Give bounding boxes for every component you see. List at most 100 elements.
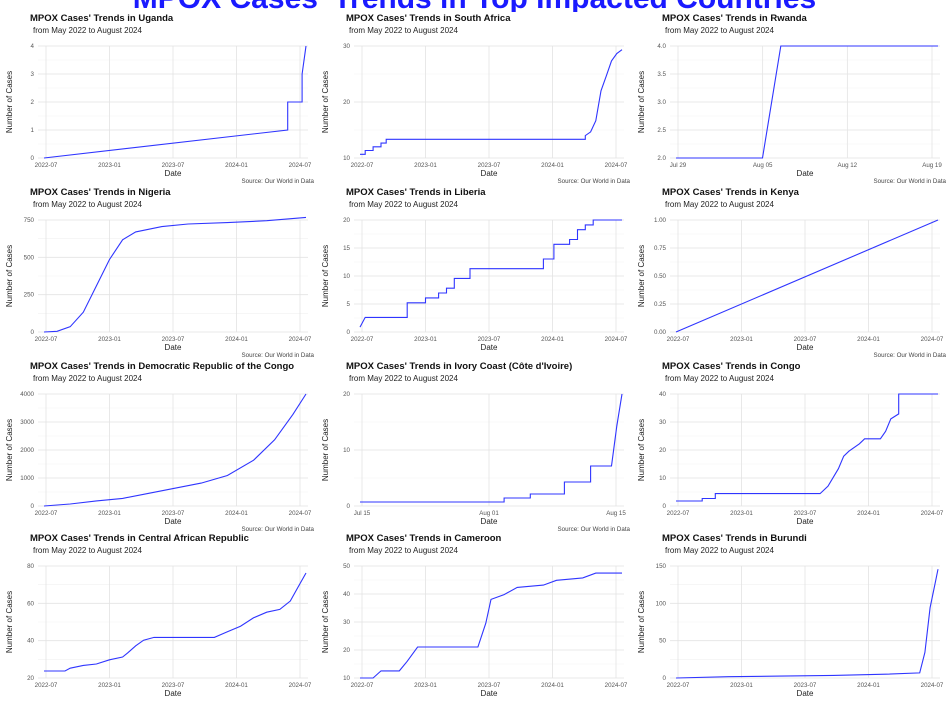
- y-tick-label: 40: [343, 591, 350, 598]
- y-tick-label: 30: [343, 619, 350, 626]
- x-tick-label: Aug 19: [922, 162, 942, 169]
- y-axis-label: Number of Cases: [637, 419, 646, 481]
- y-axis-label: Number of Cases: [321, 591, 330, 653]
- y-tick-label: 2.0: [657, 155, 666, 162]
- chart-title: MPOX Cases' Trends in Liberia: [346, 187, 486, 198]
- chart-svg: MPOX Cases' Trends in Uganda from May 202…: [5, 13, 315, 185]
- y-tick-label: 60: [27, 600, 34, 607]
- x-tick-label: 2024-01: [225, 162, 248, 169]
- x-tick-label: 2022-07: [351, 162, 374, 169]
- y-tick-label: 3.5: [657, 71, 666, 78]
- y-axis-label: Number of Cases: [321, 245, 330, 307]
- y-tick-label: 10: [343, 675, 350, 682]
- x-tick-label: 2024-01: [225, 682, 248, 689]
- x-axis-label: Date: [797, 169, 814, 178]
- y-tick-label: 80: [27, 563, 34, 570]
- y-tick-label: 0.00: [654, 329, 667, 336]
- x-tick-label: 2023-07: [794, 336, 817, 343]
- chart-svg: MPOX Cases' Trends in Kenya from May 2022…: [637, 187, 947, 359]
- series-line: [360, 393, 623, 503]
- chart-svg: MPOX Cases' Trends in Democratic Republi…: [5, 361, 315, 533]
- series-line: [360, 572, 622, 679]
- y-axis-label: Number of Cases: [321, 71, 330, 133]
- x-tick-label: 2024-07: [289, 682, 312, 689]
- chart-source-caption: Source: Our World in Data: [874, 352, 947, 359]
- x-tick-label: 2024-01: [857, 336, 880, 343]
- chart-title: MPOX Cases' Trends in Uganda: [30, 13, 174, 24]
- series-line: [43, 393, 307, 507]
- x-tick-label: Aug 12: [838, 162, 858, 169]
- x-tick-label: 2024-01: [541, 682, 564, 689]
- y-tick-label: 40: [27, 638, 34, 645]
- y-tick-label: 0: [31, 155, 35, 162]
- x-axis-label: Date: [481, 689, 498, 698]
- x-tick-label: 2024-01: [857, 510, 880, 517]
- y-tick-label: 20: [343, 99, 350, 106]
- x-tick-label: 2022-07: [667, 510, 690, 517]
- x-tick-label: 2022-07: [351, 682, 374, 689]
- y-tick-label: 10: [343, 273, 350, 280]
- y-tick-label: 250: [24, 292, 35, 299]
- x-axis-label: Date: [797, 689, 814, 698]
- y-tick-label: 50: [659, 638, 666, 645]
- series-line: [359, 219, 622, 328]
- y-tick-label: 1000: [20, 475, 34, 482]
- chart-svg: MPOX Cases' Trends in Burundi from May 20…: [637, 533, 944, 698]
- x-tick-label: 2022-07: [35, 336, 58, 343]
- chart-svg: MPOX Cases' Trends in Congo from May 2022…: [637, 361, 944, 526]
- chart-subtitle: from May 2022 to August 2024: [349, 546, 459, 555]
- chart-subtitle: from May 2022 to August 2024: [33, 374, 143, 383]
- x-tick-label: Aug 15: [606, 510, 626, 517]
- y-tick-label: 0.50: [654, 273, 667, 280]
- y-axis-label: Number of Cases: [5, 591, 14, 653]
- y-tick-label: 0: [347, 503, 351, 510]
- chart-subtitle: from May 2022 to August 2024: [33, 546, 143, 555]
- y-tick-label: 500: [24, 254, 35, 261]
- chart-subtitle: from May 2022 to August 2024: [665, 374, 775, 383]
- y-tick-label: 20: [343, 647, 350, 654]
- series-line: [43, 45, 307, 159]
- x-tick-label: 2023-07: [478, 682, 501, 689]
- x-tick-label: 2023-07: [162, 336, 185, 343]
- chart-title: MPOX Cases' Trends in Kenya: [662, 187, 800, 198]
- y-tick-label: 30: [659, 419, 666, 426]
- y-tick-label: 0: [347, 329, 351, 336]
- y-tick-label: 4.0: [657, 43, 666, 50]
- chart-source-caption: Source: Our World in Data: [242, 526, 315, 533]
- series-line: [675, 569, 939, 679]
- x-axis-label: Date: [797, 343, 814, 352]
- x-tick-label: 2023-07: [162, 162, 185, 169]
- x-tick-label: 2024-07: [921, 510, 944, 517]
- chart-title: MPOX Cases' Trends in South Africa: [346, 13, 511, 24]
- x-tick-label: 2022-07: [35, 510, 58, 517]
- x-tick-label: 2022-07: [667, 336, 690, 343]
- x-tick-label: 2023-01: [730, 510, 753, 517]
- chart-subtitle: from May 2022 to August 2024: [349, 374, 459, 383]
- chart-title: MPOX Cases' Trends in Democratic Republi…: [30, 361, 294, 372]
- y-tick-label: 15: [343, 245, 350, 252]
- chart-panel-7: MPOX Cases' Trends in Ivory Coast (Côte …: [316, 358, 632, 533]
- x-tick-label: 2023-01: [98, 162, 121, 169]
- chart-subtitle: from May 2022 to August 2024: [349, 200, 459, 209]
- x-tick-label: 2024-07: [289, 162, 312, 169]
- chart-subtitle: from May 2022 to August 2024: [33, 26, 143, 35]
- chart-svg: MPOX Cases' Trends in Ivory Coast (Côte …: [321, 361, 631, 533]
- x-tick-label: 2023-01: [730, 682, 753, 689]
- x-tick-label: 2022-07: [35, 682, 58, 689]
- y-tick-label: 10: [343, 155, 350, 162]
- y-tick-label: 100: [656, 600, 667, 607]
- x-tick-label: 2024-01: [541, 162, 564, 169]
- chart-title: MPOX Cases' Trends in Ivory Coast (Côte …: [346, 361, 572, 372]
- chart-panel-5: MPOX Cases' Trends in Kenya from May 2022…: [632, 184, 948, 359]
- x-tick-label: 2022-07: [35, 162, 58, 169]
- y-tick-label: 0: [31, 503, 35, 510]
- y-tick-label: 2: [31, 99, 35, 106]
- chart-panel-0: MPOX Cases' Trends in Uganda from May 202…: [0, 10, 316, 185]
- y-tick-label: 1: [31, 127, 35, 134]
- chart-svg: MPOX Cases' Trends in Rwanda from May 202…: [637, 13, 947, 185]
- chart-panel-3: MPOX Cases' Trends in Nigeria from May 20…: [0, 184, 316, 359]
- y-tick-label: 3000: [20, 419, 34, 426]
- y-tick-label: 1.00: [654, 217, 667, 224]
- chart-title: MPOX Cases' Trends in Congo: [662, 361, 801, 372]
- y-tick-label: 20: [27, 675, 34, 682]
